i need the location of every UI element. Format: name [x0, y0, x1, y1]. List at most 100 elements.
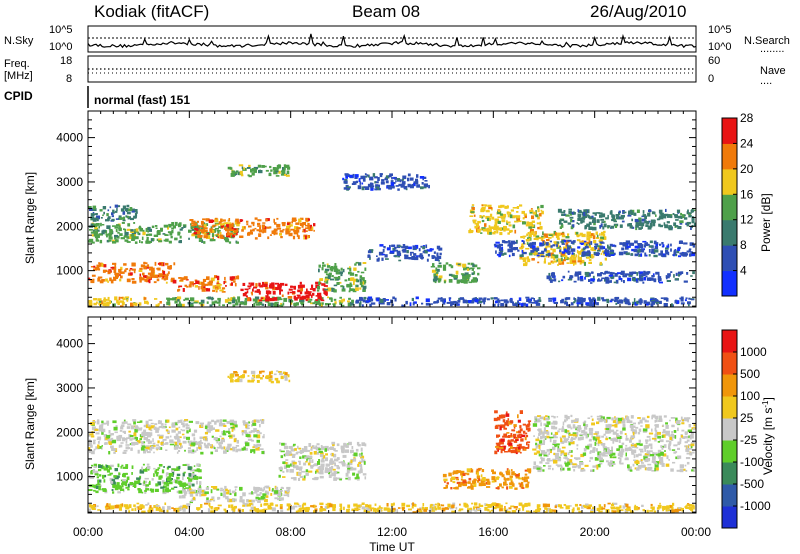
echo-cell — [163, 466, 165, 468]
echo-cell — [276, 217, 279, 220]
echo-cell — [332, 444, 335, 447]
echo-cell — [157, 507, 161, 511]
echo-cell — [290, 285, 294, 288]
echo-cell — [505, 435, 510, 438]
echo-cell — [535, 302, 541, 306]
echo-cell — [130, 302, 134, 307]
echo-cell — [264, 298, 269, 302]
echo-cell — [596, 219, 600, 223]
echo-cell — [187, 488, 191, 492]
echo-cell — [171, 422, 176, 427]
echo-cell — [557, 234, 560, 238]
echo-cell — [377, 509, 379, 512]
echo-cell — [305, 235, 307, 240]
echo-cell — [96, 218, 99, 222]
echo-cell — [330, 278, 334, 281]
echo-cell — [259, 432, 262, 435]
echo-cell — [328, 474, 332, 478]
echo-cell — [545, 235, 549, 238]
echo-cell — [348, 441, 352, 446]
echo-cell — [134, 507, 137, 511]
echo-cell — [530, 297, 534, 300]
echo-cell — [97, 276, 103, 279]
echo-cell — [638, 227, 642, 230]
echo-cell — [223, 490, 227, 494]
echo-cell — [507, 244, 512, 247]
echo-cell — [114, 237, 116, 240]
echo-cell — [532, 211, 537, 215]
echo-cell — [261, 303, 265, 306]
echo-cell — [493, 224, 498, 229]
echo-cell — [537, 415, 542, 418]
echo-cell — [193, 465, 196, 467]
echo-cell — [113, 278, 117, 281]
echo-cell — [190, 499, 194, 502]
echo-cell — [533, 237, 538, 240]
echo-cell — [653, 299, 658, 303]
echo-cell — [359, 181, 362, 185]
echo-cell — [628, 242, 632, 245]
echo-cell — [132, 302, 135, 306]
echo-cell — [168, 240, 172, 244]
echo-cell — [130, 229, 134, 232]
echo-cell — [112, 241, 117, 244]
echo-cell — [625, 452, 627, 457]
echo-cell — [158, 446, 161, 450]
echo-cell — [297, 445, 299, 449]
echo-cell — [602, 246, 606, 250]
echo-cell — [103, 434, 107, 437]
echo-cell — [496, 416, 501, 421]
echo-cell — [364, 443, 367, 447]
echo-cell — [466, 468, 472, 472]
echo-cell — [138, 232, 141, 236]
echo-cell — [169, 232, 173, 236]
echo-cell — [274, 497, 279, 500]
echo-cell — [125, 506, 130, 510]
echo-cell — [590, 510, 594, 513]
echo-cell — [138, 505, 141, 509]
echo-cell — [205, 223, 209, 226]
echo-cell — [353, 503, 358, 507]
echo-cell — [175, 422, 177, 425]
echo-cell — [203, 438, 206, 441]
echo-cell — [148, 233, 153, 236]
echo-cell — [146, 463, 150, 466]
echo-cell — [357, 270, 360, 273]
echo-cell — [117, 491, 121, 494]
echo-cell — [462, 480, 467, 484]
echo-cell — [198, 445, 201, 449]
echo-cell — [278, 467, 281, 470]
echo-cell — [357, 185, 362, 190]
echo-cell — [265, 290, 270, 295]
echo-cell — [528, 299, 532, 303]
y-tick-label: 4000 — [56, 131, 83, 145]
echo-cell — [148, 432, 153, 436]
echo-cell — [276, 380, 280, 384]
echo-cell — [572, 240, 576, 243]
echo-cell — [532, 245, 536, 248]
echo-cell — [297, 503, 300, 506]
echo-cell — [470, 484, 473, 489]
echo-cell — [117, 303, 120, 306]
echo-cell — [625, 503, 629, 507]
echo-cell — [409, 251, 414, 254]
echo-cell — [234, 172, 238, 174]
echo-cell — [644, 448, 647, 452]
echo-cell — [251, 377, 255, 380]
echo-cell — [664, 450, 666, 452]
echo-cell — [551, 272, 555, 277]
echo-cell — [325, 463, 329, 467]
echo-cell — [302, 502, 307, 506]
echo-cell — [508, 442, 513, 446]
echo-cell — [299, 286, 303, 289]
echo-cell — [305, 291, 310, 294]
echo-cell — [528, 420, 531, 425]
echo-cell — [531, 301, 535, 304]
echo-cell — [319, 502, 324, 505]
echo-cell — [198, 235, 203, 238]
echo-cell — [322, 288, 326, 291]
echo-cell — [553, 439, 557, 442]
echo-cell — [93, 489, 96, 492]
echo-cell — [146, 275, 149, 278]
echo-cell — [288, 288, 293, 291]
